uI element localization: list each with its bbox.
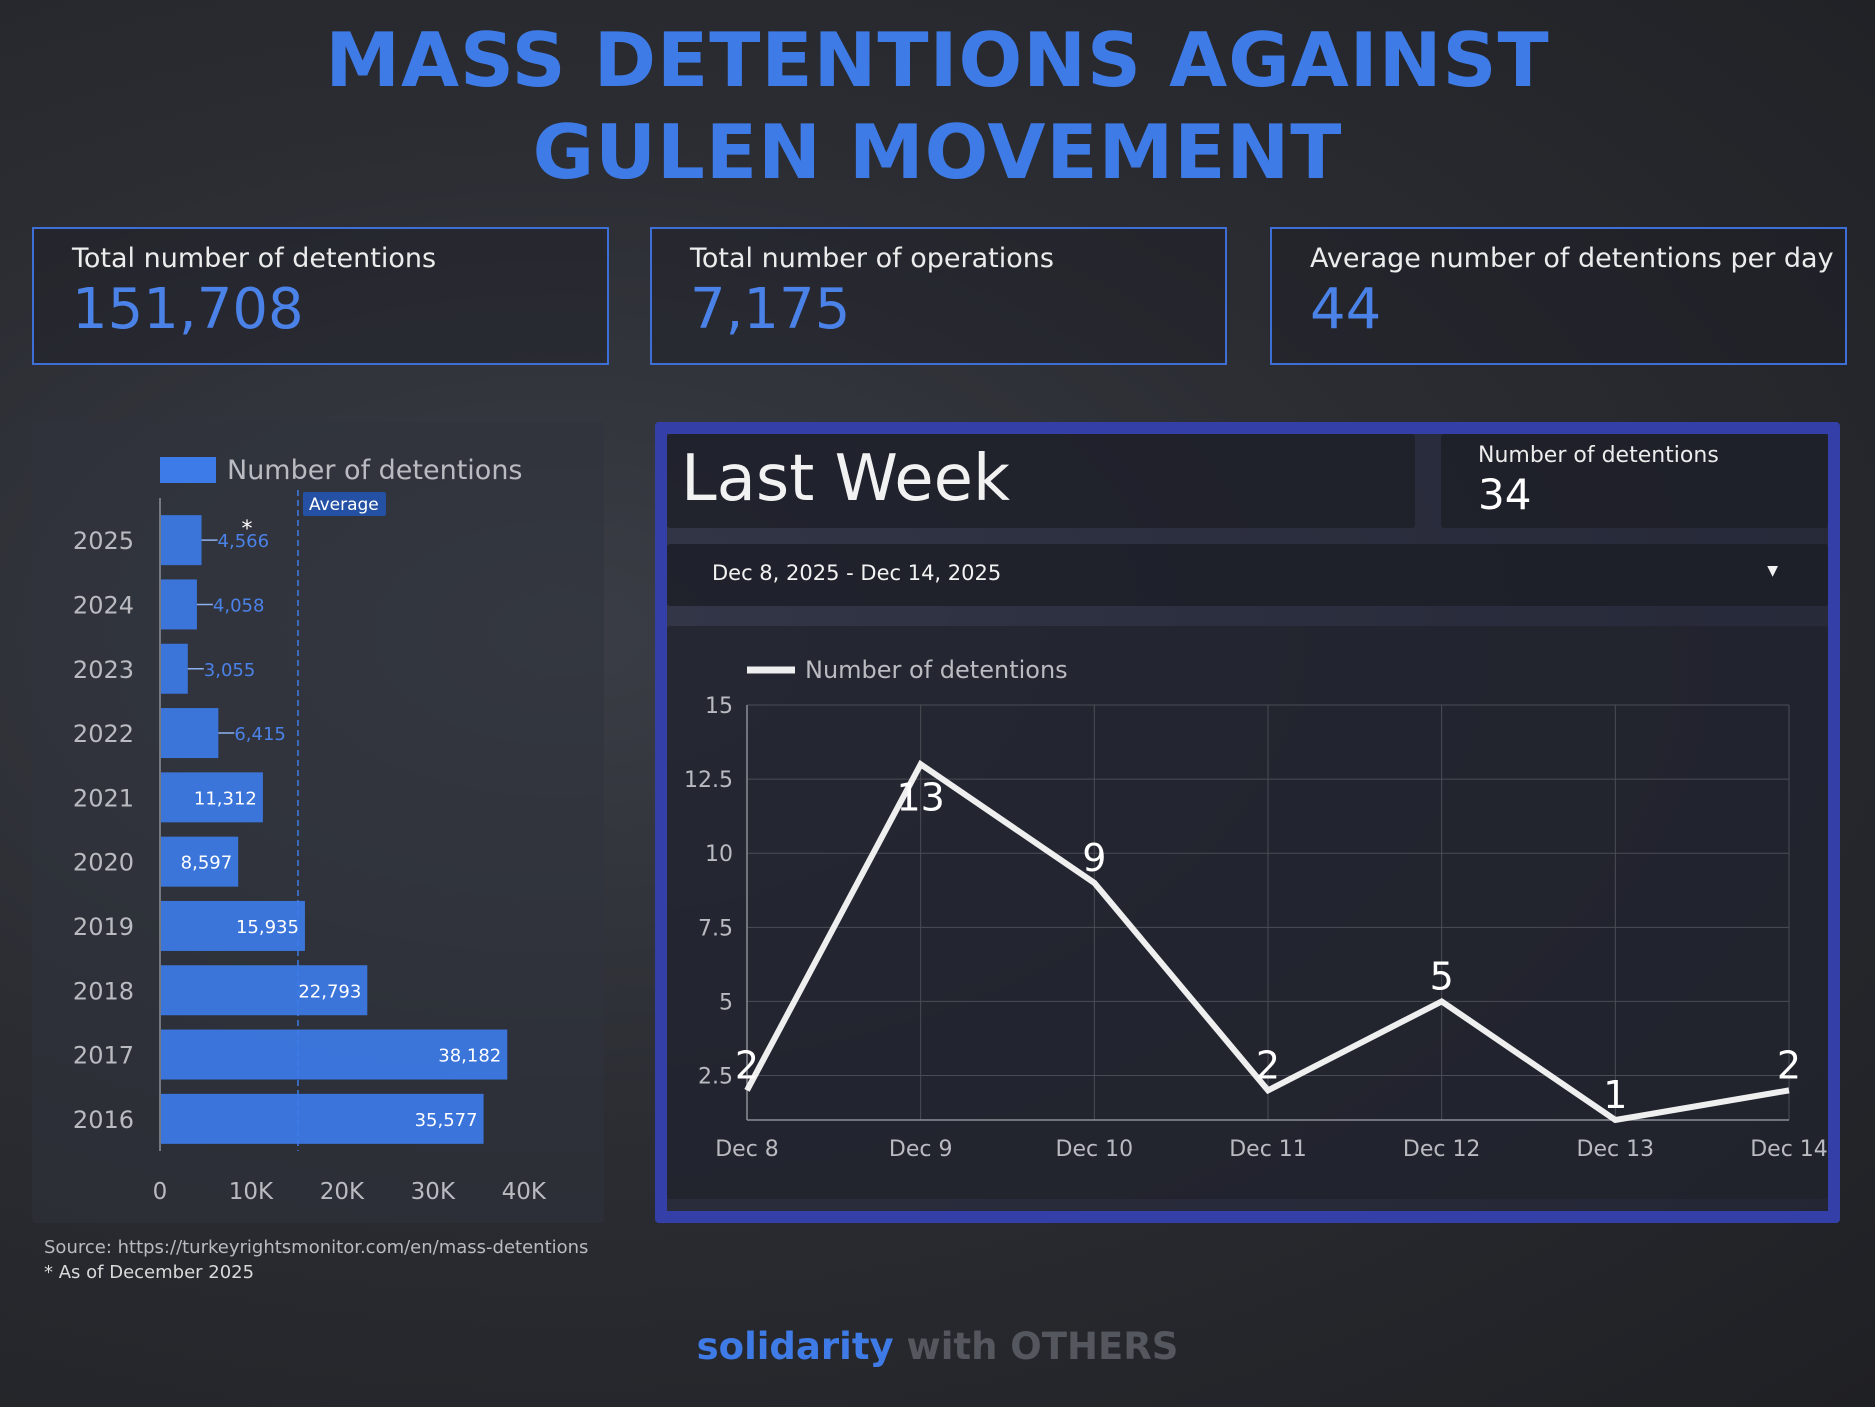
bar bbox=[161, 772, 263, 823]
x-tick-label: 0 bbox=[153, 1179, 168, 1205]
last-week-header: Last Week bbox=[667, 434, 1415, 528]
x-tick-label: 20K bbox=[320, 1179, 365, 1205]
bar-value-label: 35,577 bbox=[415, 1110, 478, 1131]
y-tick-label: 2020 bbox=[73, 849, 134, 877]
y-tick-label: 2018 bbox=[73, 977, 134, 1005]
x-tick-label: Dec 8 bbox=[715, 1137, 779, 1162]
x-tick-label: Dec 14 bbox=[1750, 1137, 1828, 1162]
brand-part-2: with OTHERS bbox=[906, 1325, 1179, 1368]
x-tick-label: Dec 9 bbox=[889, 1137, 953, 1162]
page-title-line-1: MASS DETENTIONS AGAINST bbox=[325, 16, 1550, 104]
source-note: Source: https://turkeyrightsmonitor.com/… bbox=[44, 1237, 589, 1258]
bar bbox=[161, 965, 368, 1016]
y-tick-label: 10 bbox=[705, 842, 733, 867]
y-tick-label: 2016 bbox=[73, 1106, 134, 1134]
series-line bbox=[744, 759, 1790, 1124]
bar-value-label: 8,597 bbox=[181, 853, 233, 874]
last-week-panel: Last Week Number of detentions 34 Dec 8,… bbox=[655, 422, 1840, 1223]
kpi-value: 44 bbox=[1310, 277, 1382, 342]
last-week-title: Last Week bbox=[681, 442, 1010, 516]
annotation-asterisk: * bbox=[242, 517, 253, 542]
y-tick-label: 2023 bbox=[73, 656, 134, 684]
brand-logo: solidarity with OTHERS bbox=[0, 1325, 1875, 1368]
kpi-label: Average number of detentions per day bbox=[1310, 243, 1834, 274]
caret-down-icon: ▼ bbox=[1767, 563, 1778, 579]
x-tick-label: 30K bbox=[411, 1179, 456, 1205]
kpi-value: 7,175 bbox=[690, 277, 851, 342]
x-tick-label: Dec 11 bbox=[1229, 1137, 1307, 1162]
y-tick-label: 2019 bbox=[73, 913, 134, 941]
data-label: 9 bbox=[1082, 836, 1106, 880]
y-tick-label: 15 bbox=[705, 694, 733, 719]
average-label: Average bbox=[309, 495, 379, 515]
y-tick-label: 5 bbox=[719, 990, 733, 1015]
bar-value-label: 3,055 bbox=[204, 660, 256, 681]
bar bbox=[161, 643, 188, 694]
average-label-tag bbox=[302, 492, 386, 516]
bar-value-label: 22,793 bbox=[298, 981, 361, 1002]
y-tick-label: 2022 bbox=[73, 720, 134, 748]
bar bbox=[161, 900, 305, 951]
daily-detentions-chart-area: Number of detentions 2.5 5 7.5 10 12.5 15 Dec 8… bbox=[667, 626, 1828, 1199]
bar bbox=[161, 1029, 508, 1080]
y-tick-label: 2024 bbox=[73, 591, 134, 619]
bar bbox=[161, 1093, 484, 1144]
as-of-note: * As of December 2025 bbox=[44, 1262, 255, 1283]
legend-swatch bbox=[160, 457, 216, 483]
bar bbox=[161, 836, 239, 887]
date-range-selector[interactable]: Dec 8, 2025 - Dec 14, 2025 ▼ bbox=[667, 544, 1828, 606]
legend-label: Number of detentions bbox=[227, 455, 523, 486]
x-tick-label: Dec 12 bbox=[1403, 1137, 1481, 1162]
y-tick-label: 7.5 bbox=[698, 916, 733, 941]
bar-value-label: 11,312 bbox=[194, 788, 257, 809]
x-tick-label: 40K bbox=[502, 1179, 547, 1205]
bar bbox=[161, 708, 219, 759]
bar-value-label: 4,566 bbox=[218, 531, 270, 552]
bar-value-label: 38,182 bbox=[438, 1046, 501, 1067]
data-label: 2 bbox=[1777, 1043, 1801, 1087]
y-tick-label: 2017 bbox=[73, 1042, 134, 1070]
data-label: 5 bbox=[1430, 954, 1454, 998]
date-range-text: Dec 8, 2025 - Dec 14, 2025 bbox=[712, 561, 1002, 585]
kpi-value: 151,708 bbox=[72, 277, 304, 342]
bar-value-label: 4,058 bbox=[213, 595, 265, 616]
yearly-detentions-bar-chart: Number of detentions Average 2025 4,566* 202… bbox=[73, 455, 547, 1205]
page-title-line-2: GULEN MOVEMENT bbox=[532, 108, 1343, 196]
x-tick-label: Dec 13 bbox=[1577, 1137, 1655, 1162]
data-label: 13 bbox=[896, 775, 944, 819]
data-label: 1 bbox=[1603, 1073, 1627, 1117]
y-tick-label: 2021 bbox=[73, 784, 134, 812]
page-title: MASS DETENTIONS AGAINST GULEN MOVEMENT bbox=[0, 14, 1875, 198]
bar-value-label: 6,415 bbox=[234, 724, 286, 745]
last-week-detentions-value: 34 bbox=[1478, 470, 1532, 519]
kpi-label: Total number of detentions bbox=[72, 243, 437, 274]
brand-part-1: solidarity bbox=[696, 1325, 894, 1368]
legend-label: Number of detentions bbox=[805, 656, 1068, 684]
bar-value-label: 15,935 bbox=[236, 917, 299, 938]
bar bbox=[161, 515, 202, 566]
kpi-card-total-detentions: Total number of detentions 151,708 bbox=[32, 227, 609, 365]
y-tick-label: 12.5 bbox=[684, 768, 733, 793]
x-tick-label: Dec 10 bbox=[1056, 1137, 1134, 1162]
last-week-detentions-label: Number of detentions bbox=[1478, 443, 1719, 468]
kpi-card-total-operations: Total number of operations 7,175 bbox=[650, 227, 1227, 365]
yearly-detentions-panel: Number of detentions Average 2025 4,566 * 202… bbox=[32, 422, 604, 1223]
kpi-label: Total number of operations bbox=[690, 243, 1054, 274]
bar bbox=[161, 579, 197, 630]
data-label: 2 bbox=[1256, 1043, 1280, 1087]
data-label: 2 bbox=[735, 1043, 759, 1087]
y-tick-label: 2.5 bbox=[698, 1065, 733, 1090]
last-week-detentions-card: Number of detentions 34 bbox=[1441, 434, 1828, 528]
x-tick-label: 10K bbox=[229, 1179, 274, 1205]
y-tick-label: 2025 bbox=[73, 527, 134, 555]
kpi-card-average-per-day: Average number of detentions per day 44 bbox=[1270, 227, 1847, 365]
